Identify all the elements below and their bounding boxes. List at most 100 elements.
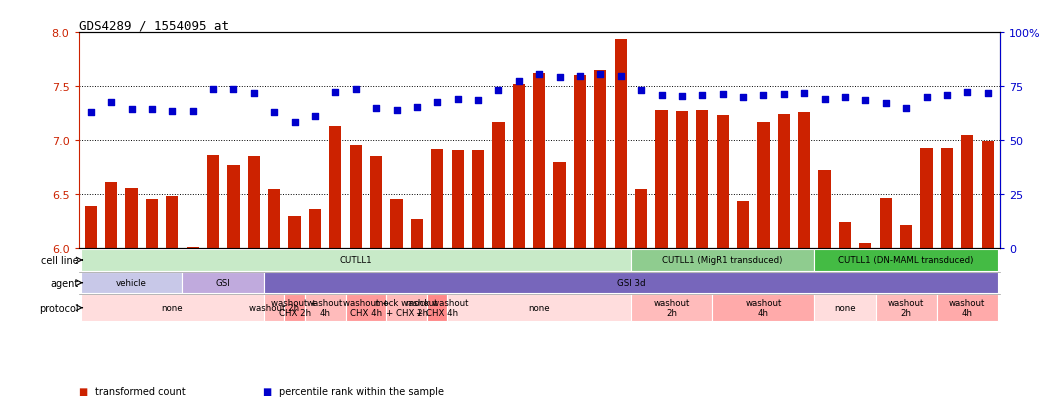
Bar	[513, 85, 525, 249]
Point	[817, 97, 833, 103]
Text: washout +
CHX 2h: washout + CHX 2h	[271, 298, 318, 318]
Bar	[937, 294, 998, 322]
Bar	[268, 189, 281, 249]
Bar	[391, 200, 403, 249]
Bar	[248, 157, 260, 249]
Text: ■: ■	[79, 387, 88, 396]
Point	[694, 92, 711, 99]
Bar	[595, 71, 606, 249]
Bar	[427, 294, 447, 322]
Bar	[737, 201, 750, 249]
Point	[449, 97, 466, 103]
Point	[408, 104, 425, 111]
Point	[511, 78, 528, 85]
Point	[124, 106, 140, 113]
Bar	[778, 115, 789, 249]
Bar	[920, 148, 933, 249]
Bar	[675, 112, 688, 249]
Bar	[900, 226, 912, 249]
Bar	[447, 294, 631, 322]
Bar	[182, 273, 264, 293]
Text: washout
4h: washout 4h	[307, 298, 343, 318]
Bar	[451, 150, 464, 249]
Point	[184, 108, 201, 115]
Text: washout +
CHX 4h: washout + CHX 4h	[342, 298, 389, 318]
Text: percentile rank within the sample: percentile rank within the sample	[279, 387, 444, 396]
Text: none: none	[161, 304, 183, 313]
Bar	[285, 294, 305, 322]
Point	[592, 72, 608, 78]
Bar	[615, 40, 627, 249]
Bar	[126, 188, 137, 249]
Text: mock washout
+ CHX 4h: mock washout + CHX 4h	[406, 298, 469, 318]
Point	[204, 87, 221, 93]
Point	[938, 92, 955, 99]
Point	[776, 91, 793, 98]
Bar	[81, 273, 182, 293]
Bar	[350, 146, 362, 249]
Text: mock washout
+ CHX 2h: mock washout + CHX 2h	[376, 298, 438, 318]
Point	[327, 89, 343, 95]
Point	[612, 74, 629, 81]
Text: protocol: protocol	[40, 303, 79, 313]
Point	[245, 90, 262, 97]
Bar	[631, 294, 712, 322]
Text: none: none	[529, 304, 550, 313]
Point	[286, 119, 303, 126]
Bar	[431, 150, 443, 249]
Point	[367, 105, 384, 112]
Point	[796, 90, 812, 97]
Text: none: none	[834, 304, 855, 313]
Point	[470, 97, 487, 104]
Point	[979, 90, 996, 97]
Bar	[370, 157, 382, 249]
Point	[918, 94, 935, 101]
Bar	[655, 111, 668, 249]
Text: washout
2h: washout 2h	[653, 298, 690, 318]
Point	[388, 107, 405, 114]
Text: agent: agent	[50, 278, 79, 288]
Text: CUTLL1 (MigR1 transduced): CUTLL1 (MigR1 transduced)	[663, 256, 783, 265]
Bar	[574, 76, 586, 249]
Bar	[166, 197, 178, 249]
Point	[857, 97, 874, 104]
Point	[103, 100, 119, 107]
Bar	[941, 148, 953, 249]
Bar	[386, 294, 427, 322]
Text: cell line: cell line	[41, 255, 79, 265]
Bar	[85, 206, 97, 249]
Bar	[346, 294, 386, 322]
Point	[653, 92, 670, 99]
Point	[164, 108, 181, 115]
Bar	[264, 294, 285, 322]
Text: washout
4h: washout 4h	[745, 298, 782, 318]
Bar	[757, 122, 770, 249]
Text: GSI: GSI	[216, 278, 230, 287]
Point	[837, 94, 853, 101]
Bar	[819, 171, 830, 249]
Point	[531, 72, 548, 78]
Text: CUTLL1 (DN-MAML transduced): CUTLL1 (DN-MAML transduced)	[839, 256, 974, 265]
Bar	[264, 273, 998, 293]
Point	[83, 109, 99, 116]
Text: GSI 3d: GSI 3d	[617, 278, 645, 287]
Point	[572, 74, 588, 81]
Bar	[81, 294, 264, 322]
Point	[877, 101, 894, 107]
Bar	[631, 249, 815, 272]
Point	[755, 92, 772, 99]
Bar	[329, 127, 341, 249]
Bar	[875, 294, 937, 322]
Text: vehicle: vehicle	[116, 278, 147, 287]
Bar	[533, 74, 545, 249]
Point	[225, 87, 242, 93]
Bar	[798, 113, 810, 249]
Bar	[815, 249, 998, 272]
Bar	[410, 219, 423, 249]
Bar	[839, 223, 851, 249]
Bar	[305, 294, 346, 322]
Point	[959, 89, 976, 95]
Point	[551, 75, 567, 82]
Bar	[186, 247, 199, 249]
Bar	[81, 249, 631, 272]
